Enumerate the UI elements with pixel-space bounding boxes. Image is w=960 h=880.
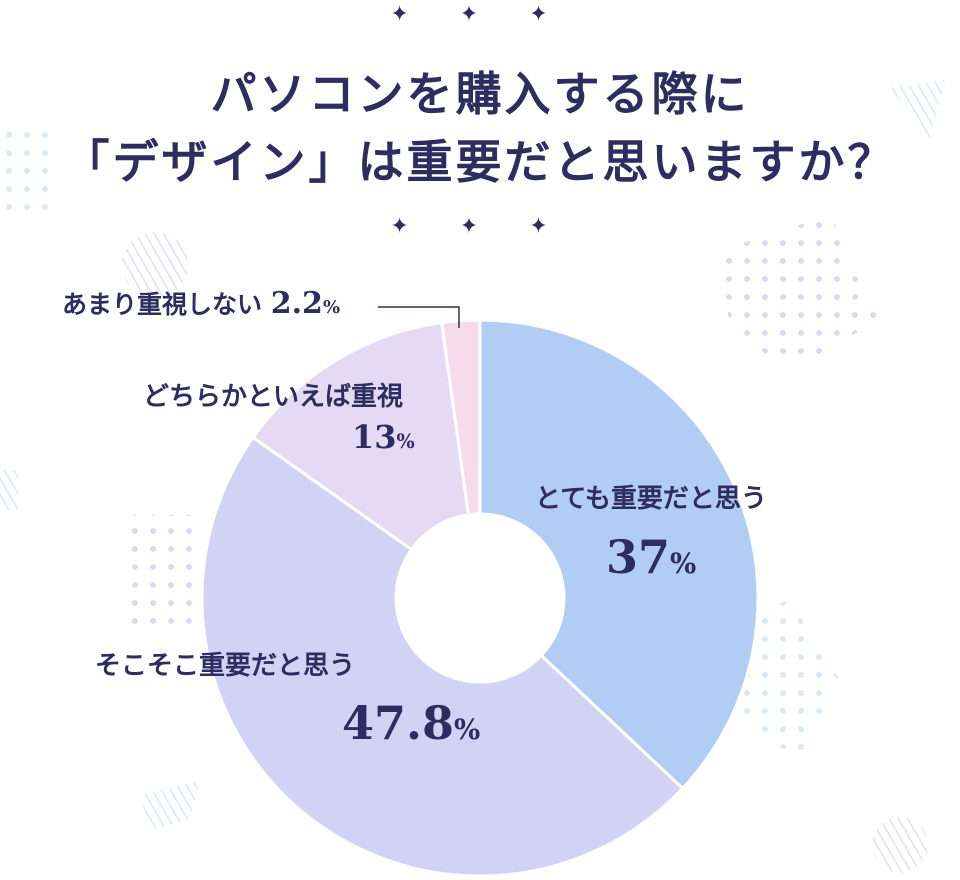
label-value-not-important: 2.2% bbox=[271, 286, 340, 321]
unit-rather-important: % bbox=[396, 430, 415, 453]
leader-line-not-important bbox=[378, 306, 460, 328]
value-number-very-important: 37 bbox=[606, 530, 671, 584]
value-number-rather-important: 13 bbox=[352, 418, 397, 456]
slice-not-important bbox=[440, 318, 482, 517]
dots-pattern-left-top bbox=[0, 130, 50, 210]
dots-pattern-left-mid bbox=[120, 515, 195, 625]
value-number-not-important: 2.2 bbox=[270, 286, 323, 321]
label-not-important: あまり重視しない 2.2% bbox=[62, 285, 340, 321]
stripes-circle-bottom-right bbox=[872, 817, 928, 873]
stripes-circle-left bbox=[122, 232, 188, 298]
label-category-rather-important: どちらかといえば重視 bbox=[143, 382, 404, 412]
page-title-line1: パソコンを購入する際に bbox=[210, 67, 750, 121]
label-value-rather-important: 13% bbox=[352, 418, 415, 456]
slice-very-important bbox=[478, 318, 760, 791]
unit-very-important: % bbox=[670, 547, 697, 580]
label-category-somewhat-important: そこそこ重要だと思う bbox=[95, 651, 356, 681]
star-ornament-top: ✦ ✦ ✦ bbox=[390, 2, 570, 27]
star-ornament-bottom: ✦ ✦ ✦ bbox=[390, 214, 570, 239]
stripes-pattern-top-right bbox=[890, 80, 945, 140]
stripes-pattern-left-edge bbox=[0, 470, 18, 510]
label-value-somewhat-important: 47.8% bbox=[342, 696, 480, 750]
slice-rather-important bbox=[250, 320, 471, 552]
stripes-pattern-left-bottom bbox=[140, 780, 200, 830]
slice-somewhat-important bbox=[200, 435, 685, 878]
label-category-very-important: とても重要だと思う bbox=[535, 484, 767, 514]
label-category-not-important: あまり重視しない bbox=[62, 290, 263, 319]
label-value-very-important: 37% bbox=[606, 530, 696, 584]
page-title-line2: 「デザイン」は重要だと思いますか？ bbox=[63, 135, 897, 189]
value-number-somewhat-important: 47.8 bbox=[342, 696, 455, 750]
unit-somewhat-important: % bbox=[454, 713, 481, 746]
unit-not-important: % bbox=[322, 297, 341, 318]
dots-pattern-right-top bbox=[720, 215, 880, 370]
